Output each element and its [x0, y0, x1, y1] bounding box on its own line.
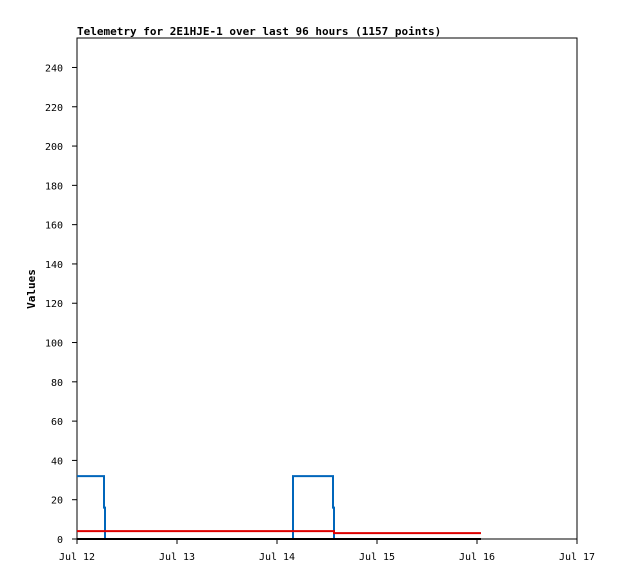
y-tick-label: 120: [45, 299, 63, 310]
x-tick-label: Jul 12: [59, 552, 95, 563]
chart-title: Telemetry for 2E1HJE-1 over last 96 hour…: [77, 25, 441, 38]
y-tick-label: 0: [57, 535, 63, 546]
x-tick-label: Jul 16: [459, 552, 495, 563]
y-tick-label: 40: [51, 456, 63, 467]
y-tick-label: 200: [45, 142, 63, 153]
x-tick-label: Jul 15: [359, 552, 395, 563]
y-tick-label: 100: [45, 339, 63, 350]
y-axis-title: Values: [25, 269, 38, 309]
plot-area-frame: [76, 37, 578, 540]
x-tick-label: Jul 17: [559, 552, 595, 563]
series-line-1: [77, 475, 481, 540]
series-layer: [77, 475, 481, 540]
y-tick-label: 140: [45, 260, 63, 271]
series-line-2: [77, 530, 481, 535]
x-axis: Jul 12 Jul 13 Jul 14 Jul 15 Jul 16 Jul 17: [59, 539, 595, 563]
y-tick-label: 20: [51, 496, 63, 507]
y-tick-label: 160: [45, 221, 63, 232]
x-tick-label: Jul 13: [159, 552, 195, 563]
y-tick-label: 240: [45, 63, 63, 74]
y-axis: 0 20 40 60 80 100 120 140 160 180 200 220 240: [45, 63, 77, 546]
y-tick-label: 220: [45, 103, 63, 114]
x-tick-label: Jul 14: [259, 552, 295, 563]
y-tick-label: 180: [45, 181, 63, 192]
y-tick-label: 60: [51, 417, 63, 428]
y-tick-label: 80: [51, 378, 63, 389]
